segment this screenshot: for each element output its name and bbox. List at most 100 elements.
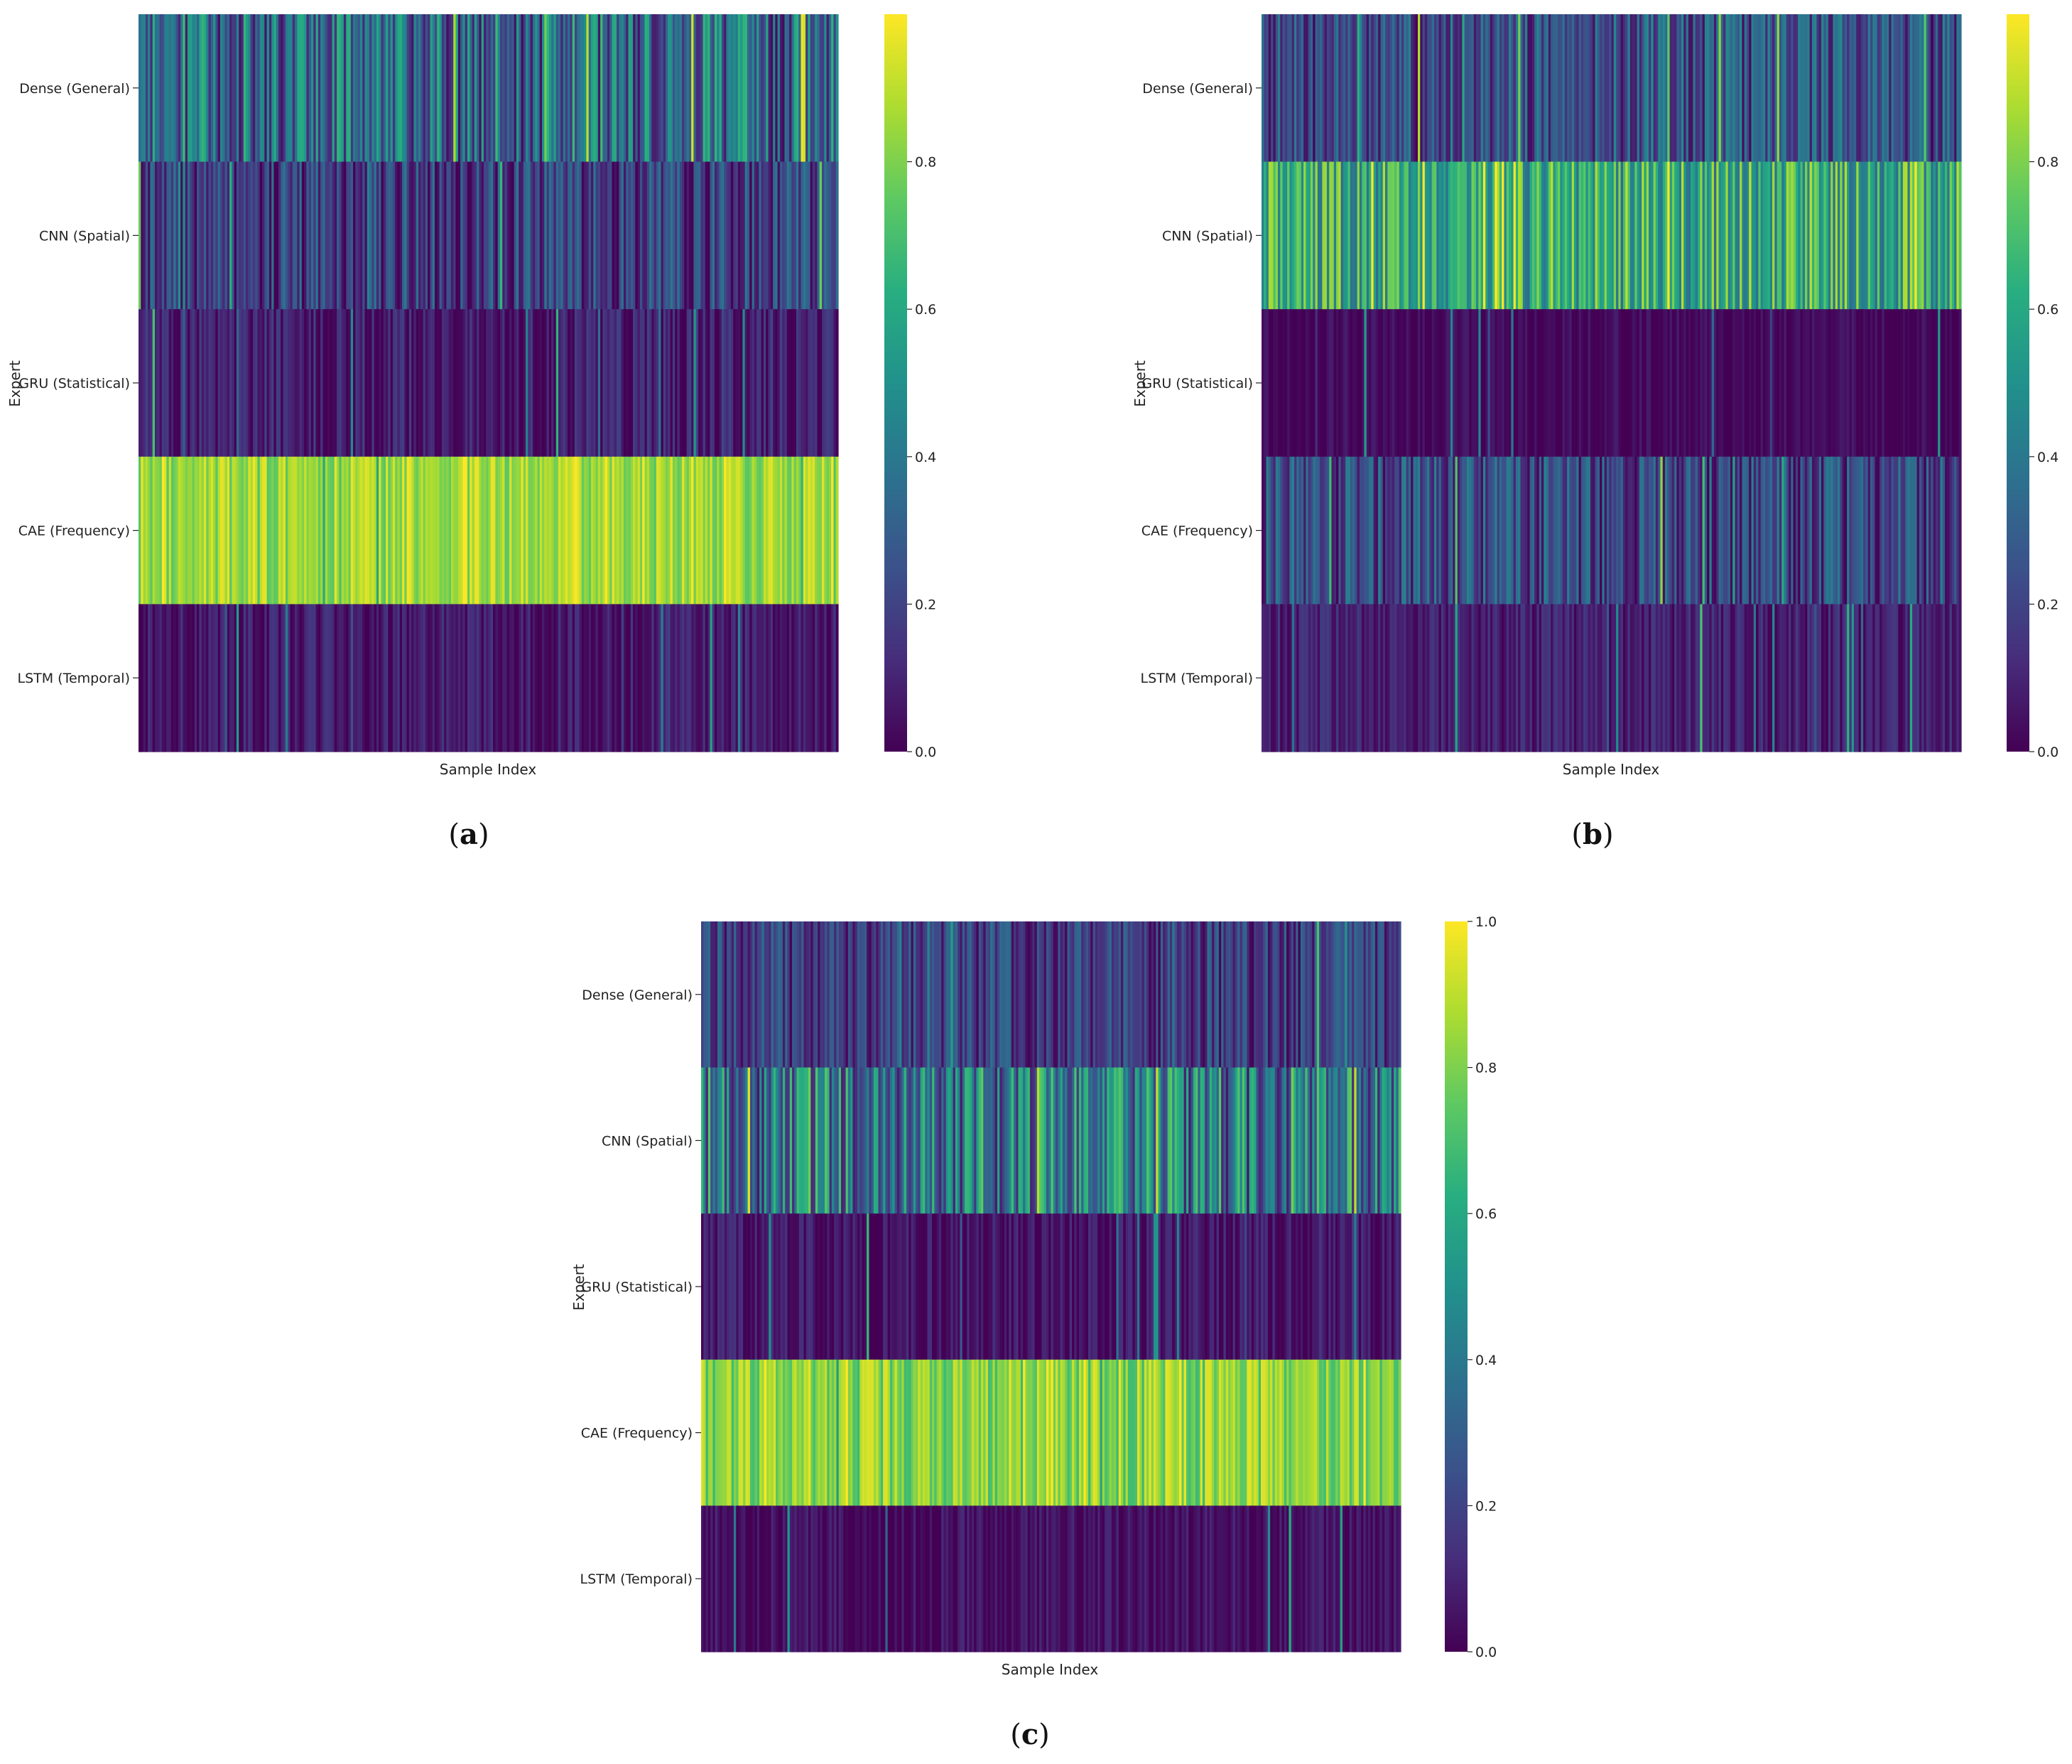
heatmap-cell xyxy=(355,161,359,310)
heatmap-cell xyxy=(843,1067,847,1214)
heatmap-cell xyxy=(1751,456,1754,605)
heatmap-cell xyxy=(770,14,774,163)
heatmap-cell xyxy=(1272,921,1276,1068)
heatmap-cell xyxy=(1865,161,1869,310)
heatmap-cell xyxy=(1072,921,1075,1068)
heatmap-cell xyxy=(803,921,807,1068)
heatmap-cell xyxy=(1818,604,1822,752)
heatmap-cell xyxy=(1791,14,1794,163)
heatmap-cell xyxy=(1546,456,1549,605)
heatmap-cell xyxy=(727,921,729,1068)
heatmap-cell xyxy=(1704,161,1708,310)
heatmap-cell xyxy=(139,456,141,605)
heatmap-cell xyxy=(1212,921,1215,1068)
heatmap-cell xyxy=(408,14,412,163)
heatmap-cell xyxy=(192,14,195,163)
heatmap-cell xyxy=(1905,14,1909,163)
heatmap-cell xyxy=(1433,161,1437,310)
heatmap-cell xyxy=(1382,161,1386,310)
heatmap-cell xyxy=(717,161,720,310)
heatmap-cell xyxy=(766,1213,769,1360)
heatmap-cell xyxy=(1377,1359,1381,1506)
heatmap-cell xyxy=(502,14,506,163)
heatmap-cell xyxy=(712,1359,716,1506)
heatmap-cell xyxy=(301,456,305,605)
heatmap-cell xyxy=(386,161,389,310)
heatmap-cell xyxy=(1378,604,1382,752)
heatmap-cell xyxy=(749,1359,753,1506)
heatmap-cell xyxy=(726,161,729,310)
heatmap-cell xyxy=(1382,604,1386,752)
heatmap-cell xyxy=(752,921,756,1068)
heatmap-cell xyxy=(1686,161,1689,310)
heatmap-cell xyxy=(1004,921,1007,1068)
heatmap-cell xyxy=(1396,456,1400,605)
heatmap-cell xyxy=(1406,309,1409,458)
heatmap-cell xyxy=(150,309,153,458)
heatmap-cell xyxy=(731,1359,734,1506)
heatmap-cell xyxy=(1573,604,1577,752)
heatmap-cell xyxy=(1130,921,1134,1068)
heatmap-cell xyxy=(297,309,300,458)
heatmap-cell xyxy=(717,1213,720,1360)
heatmap-cell xyxy=(838,1213,842,1360)
heatmap-cell xyxy=(1658,161,1661,310)
heatmap-cell xyxy=(1167,1505,1171,1652)
heatmap-cell xyxy=(483,14,487,163)
heatmap-cell xyxy=(901,1067,905,1214)
heatmap-cell xyxy=(1482,456,1486,605)
heatmap-cell xyxy=(889,1067,893,1214)
heatmap-cell xyxy=(353,456,356,605)
heatmap-cell xyxy=(1160,921,1164,1068)
heatmap-cell xyxy=(1235,1067,1238,1214)
heatmap-cell xyxy=(1375,14,1379,163)
heatmap-cell xyxy=(1611,309,1615,458)
heatmap-cell xyxy=(1520,14,1524,163)
heatmap-cell xyxy=(1597,309,1600,458)
heatmap-cell xyxy=(1382,1505,1385,1652)
heatmap-cell xyxy=(1889,456,1892,605)
heatmap-cell xyxy=(1811,309,1815,458)
heatmap-cell xyxy=(264,161,268,310)
heatmap-cell xyxy=(679,309,683,458)
heatmap-cell xyxy=(1274,1359,1278,1506)
heatmap-cell xyxy=(1564,14,1568,163)
heatmap-cell xyxy=(210,604,214,752)
heatmap-cell xyxy=(143,161,146,310)
heatmap-cell xyxy=(470,161,473,310)
heatmap-cell xyxy=(367,309,370,458)
heatmap-cell xyxy=(170,14,174,163)
heatmap-cell xyxy=(1048,921,1052,1068)
heatmap-cell xyxy=(1921,309,1925,458)
heatmap-cell xyxy=(539,604,543,752)
heatmap-cell xyxy=(278,14,281,163)
heatmap-cell xyxy=(1823,309,1827,458)
heatmap-cell xyxy=(1518,161,1522,310)
heatmap-cell xyxy=(1511,309,1514,458)
heatmap-cell xyxy=(948,1359,951,1506)
heatmap-cell xyxy=(810,1213,814,1360)
heatmap-cell xyxy=(558,309,561,458)
heatmap-cell xyxy=(1844,161,1848,310)
heatmap-cell xyxy=(236,604,239,752)
heatmap-cell xyxy=(1597,456,1600,605)
heatmap-cell xyxy=(548,456,552,605)
heatmap-cell xyxy=(213,309,216,458)
heatmap-cell xyxy=(1478,161,1482,310)
heatmap-cell xyxy=(1851,161,1855,310)
heatmap-cell xyxy=(724,921,727,1068)
heatmap-cell xyxy=(248,456,251,605)
heatmap-cell xyxy=(1242,1067,1245,1214)
heatmap-cell xyxy=(1287,309,1290,458)
heatmap-cell xyxy=(1287,456,1290,605)
heatmap-cell xyxy=(574,309,577,458)
heatmap-cell xyxy=(1032,921,1036,1068)
heatmap-cell xyxy=(850,921,854,1068)
heatmap-cell xyxy=(1056,1359,1058,1506)
heatmap-cell xyxy=(1074,1213,1078,1360)
heatmap-cell xyxy=(1762,14,1766,163)
heatmap-cell xyxy=(617,161,619,310)
heatmap-cell xyxy=(789,604,792,752)
heatmap-cell xyxy=(1310,161,1313,310)
heatmap-cell xyxy=(1945,456,1948,605)
